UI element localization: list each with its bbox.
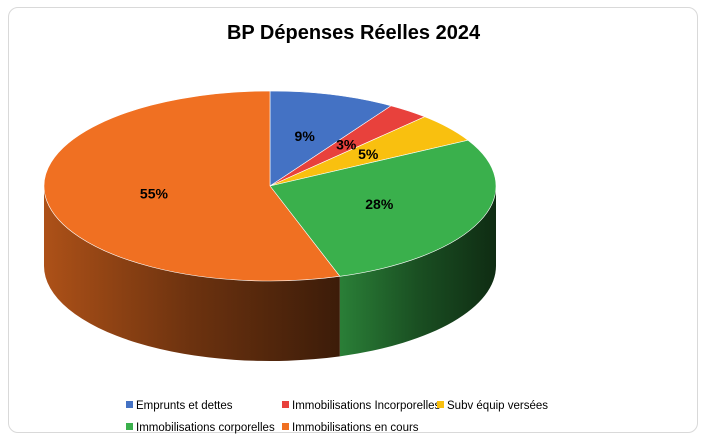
legend-label-en-cours: Immobilisations en cours — [292, 422, 419, 434]
legend-item-incorporelles: Immobilisations Incorporelles — [282, 400, 440, 412]
legend-label-incorporelles: Immobilisations Incorporelles — [292, 400, 441, 412]
legend-swatch-corporelles — [126, 423, 133, 430]
data-label-subv-equip-versees: 5% — [358, 146, 379, 162]
data-label-immobilisations-incorporelles: 3% — [336, 137, 357, 153]
legend-swatch-emprunts — [126, 401, 133, 408]
legend-item-corporelles: Immobilisations corporelles — [126, 422, 275, 434]
data-label-emprunts-et-dettes: 9% — [295, 128, 316, 144]
pie-slice-immobilisations-corporelles — [269, 139, 497, 277]
legend-label-subv: Subv équip versées — [447, 400, 549, 412]
legend-label-emprunts: Emprunts et dettes — [136, 400, 233, 412]
legend-swatch-en-cours — [282, 423, 289, 430]
pie-side-immobilisations-en-cours — [44, 186, 340, 362]
pie-slice-immobilisations-en-cours — [43, 90, 341, 282]
legend-item-subv: Subv équip versées — [437, 400, 548, 412]
pie-slice-emprunts-et-dettes — [269, 90, 392, 187]
data-label-immobilisations-corporelles: 28% — [365, 196, 394, 212]
legend-label-corporelles: Immobilisations corporelles — [136, 422, 275, 434]
legend-item-en-cours: Immobilisations en cours — [282, 422, 419, 434]
legend-item-emprunts: Emprunts et dettes — [126, 400, 233, 412]
chart-title: BP Dépenses Réelles 2024 — [226, 22, 481, 44]
legend-swatch-incorporelles — [282, 401, 289, 408]
pie-side-immobilisations-corporelles — [339, 186, 496, 357]
legend-swatch-subv — [437, 401, 444, 408]
data-label-immobilisations-en-cours: 55% — [140, 186, 169, 202]
